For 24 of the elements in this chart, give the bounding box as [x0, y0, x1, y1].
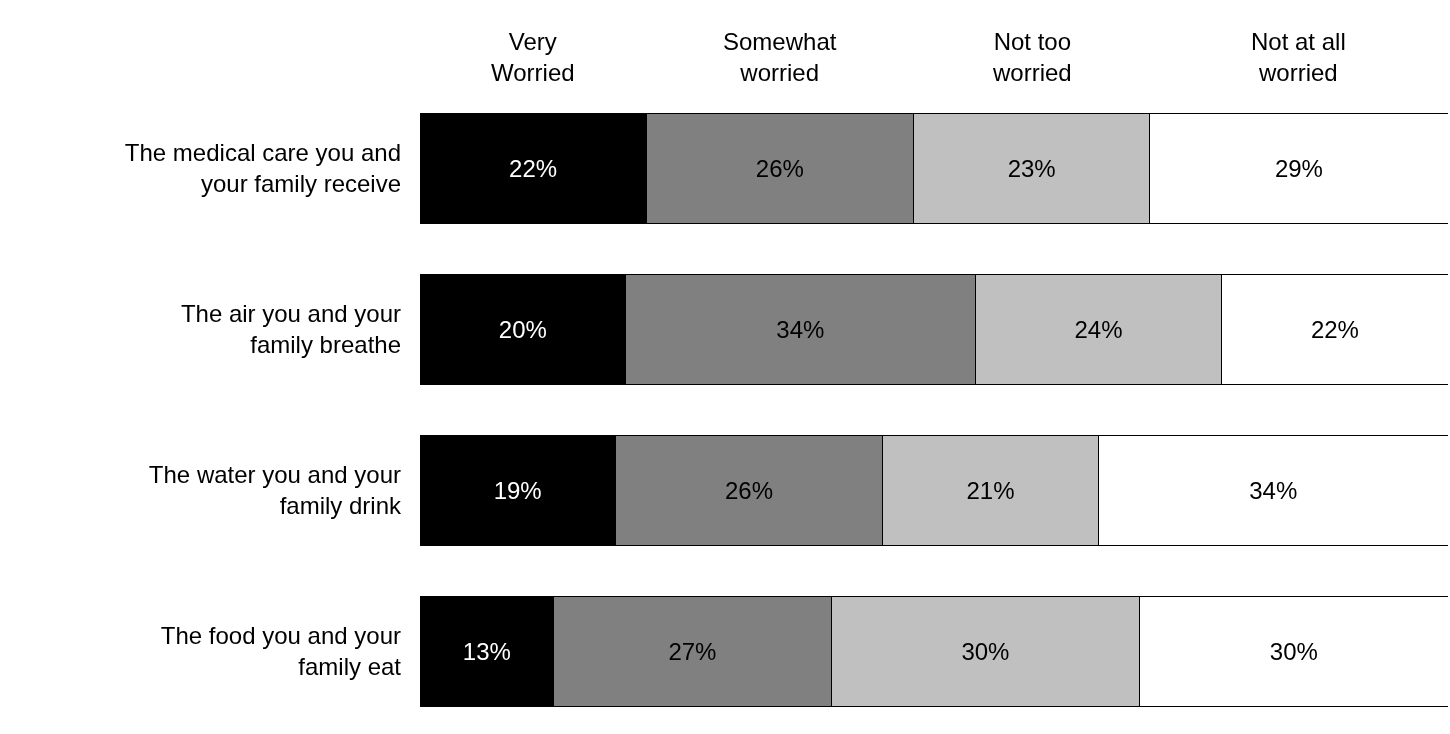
data-label: 30%	[961, 638, 1010, 665]
data-label: 22%	[1310, 316, 1359, 343]
series-label: Very Worried	[491, 28, 575, 87]
data-label: 30%	[1269, 638, 1318, 665]
data-label: 22%	[509, 155, 558, 182]
data-label: 29%	[1274, 155, 1323, 182]
data-label: 24%	[1074, 316, 1123, 343]
data-label: 26%	[755, 155, 804, 182]
y-tick-label: The water you and your family drink	[148, 461, 402, 520]
series-label: Not too worried	[992, 28, 1072, 87]
y-tick-label: The food you and your family eat	[160, 622, 402, 681]
data-label: 34%	[1249, 477, 1298, 504]
series-label: Somewhat worried	[723, 28, 837, 87]
data-label: 26%	[724, 477, 773, 504]
y-tick-label: The air you and your family breathe	[180, 300, 402, 359]
data-label: 23%	[1007, 155, 1056, 182]
data-label: 34%	[776, 316, 825, 343]
series-label: Not at all worried	[1251, 28, 1346, 87]
y-tick-label: The medical care you and your family receive	[124, 139, 401, 198]
data-label: 13%	[462, 638, 511, 665]
data-label: 20%	[498, 316, 547, 343]
data-label: 27%	[668, 638, 717, 665]
data-label: 21%	[966, 477, 1015, 504]
data-label: 19%	[493, 477, 542, 504]
